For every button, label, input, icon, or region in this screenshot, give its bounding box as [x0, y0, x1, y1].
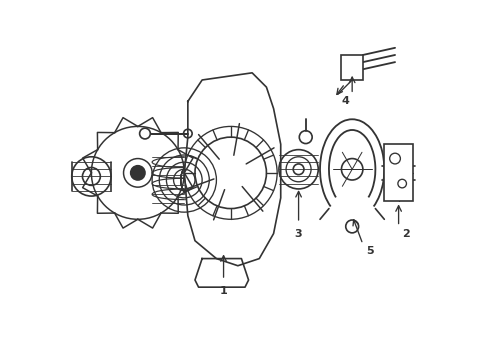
Polygon shape [195, 258, 248, 287]
Text: 1: 1 [220, 286, 227, 296]
Text: 4: 4 [341, 96, 349, 107]
Polygon shape [184, 73, 281, 266]
Text: 3: 3 [295, 229, 302, 239]
Circle shape [140, 128, 150, 139]
Bar [342, 55, 363, 80]
Circle shape [131, 166, 145, 180]
Text: 5: 5 [366, 247, 374, 256]
Bar [384, 144, 413, 202]
Text: 2: 2 [402, 229, 410, 239]
